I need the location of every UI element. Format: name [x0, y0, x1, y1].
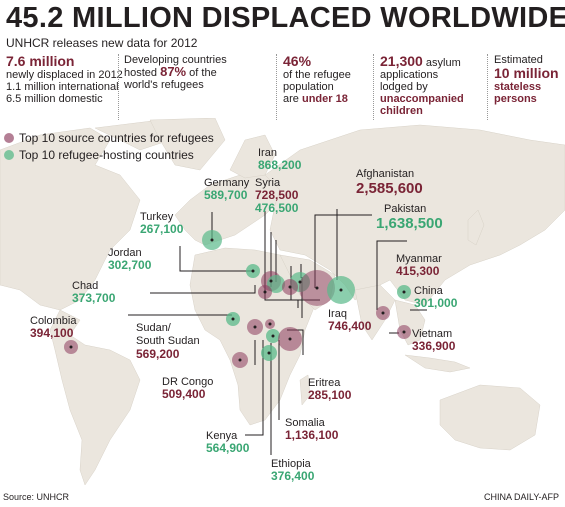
subtitle: UNHCR releases new data for 2012 [6, 36, 198, 50]
fact-line: 21,300 asylum [380, 53, 461, 70]
label-ethiopia: Ethiopia [271, 458, 312, 470]
value-iraq: 746,400 [328, 319, 372, 333]
label-colombia: Colombia [30, 315, 77, 327]
label-syria: Syria [255, 177, 281, 189]
fact-highlight: children [380, 105, 423, 117]
legend: Top 10 source countries for refugees Top… [4, 131, 214, 162]
value-syria-source: 728,500 [255, 188, 299, 202]
divider [276, 54, 277, 120]
label-jordan: Jordan [108, 247, 142, 259]
label-eritrea: Eritrea [308, 377, 341, 389]
value-kenya: 564,900 [206, 441, 250, 455]
value-ethiopia: 376,400 [271, 469, 315, 483]
fact-line: are under 18 [283, 93, 348, 105]
legend-source-swatch [4, 133, 14, 143]
country-labels: Iran 868,200 Afghanistan 2,585,600 Germa… [30, 147, 458, 483]
label-pakistan: Pakistan [384, 203, 426, 215]
fact-line: newly displaced in 2012 [6, 69, 123, 81]
bubble-host-syria [267, 275, 285, 293]
value-afghanistan: 2,585,600 [356, 180, 423, 197]
fact-newly-displaced: 7.6 million newly displaced in 2012 1.1 … [6, 53, 134, 106]
fact-line: world's refugees [124, 79, 204, 91]
label-sudan: Sudan/ [136, 322, 172, 334]
divider [373, 54, 374, 120]
value-sudan: 569,200 [136, 347, 180, 361]
fact-under-18: 46% of the refugee population are under … [283, 53, 373, 106]
label-turkey: Turkey [140, 211, 174, 223]
fact-highlight: unaccompanied [380, 93, 464, 105]
label-myanmar: Myanmar [396, 253, 442, 265]
fact-big-value: 46% [283, 53, 312, 69]
value-germany: 589,700 [204, 188, 248, 202]
value-turkey: 267,100 [140, 222, 184, 236]
fact-highlight: 87% [160, 64, 187, 79]
label-iraq: Iraq [328, 308, 347, 320]
value-jordan: 302,700 [108, 258, 152, 272]
fact-developing-countries: Developing countries hosted 87% of the w… [124, 54, 274, 91]
value-vietnam: 336,900 [412, 339, 456, 353]
credit-note: CHINA DAILY-AFP [483, 492, 559, 502]
legend-source-label: Top 10 source countries for refugees [19, 131, 214, 145]
fact-line: lodged by [380, 81, 428, 93]
fact-big-value: 10 million [494, 65, 559, 81]
fact-line: 6.5 million domestic [6, 93, 103, 105]
fact-line: hosted 87% of the [124, 64, 217, 79]
legend-host-swatch [4, 150, 14, 160]
divider [487, 54, 488, 120]
label-kenya: Kenya [206, 430, 238, 442]
fact-big-value: 7.6 million [6, 53, 75, 69]
fact-line: of the refugee [283, 69, 351, 81]
label-china: China [414, 285, 444, 297]
value-somalia: 1,136,100 [285, 428, 339, 442]
label-chad: Chad [72, 280, 98, 292]
fact-asylum-applications: 21,300 asylum applications lodged by una… [380, 53, 490, 118]
value-eritrea: 285,100 [308, 388, 352, 402]
value-colombia: 394,100 [30, 326, 74, 340]
value-iran: 868,200 [258, 158, 302, 172]
source-note: Source: UNHCR [3, 492, 70, 502]
value-myanmar: 415,300 [396, 264, 440, 278]
page-title: 45.2 MILLION DISPLACED WORLDWIDE [6, 2, 565, 34]
value-drcongo: 509,400 [162, 387, 206, 401]
label-vietnam: Vietnam [412, 328, 452, 340]
bubble-centers [69, 238, 406, 362]
land-masses [0, 118, 565, 486]
label-germany: Germany [204, 177, 250, 189]
label-south-sudan: South Sudan [136, 335, 200, 347]
value-pakistan: 1,638,500 [376, 215, 443, 232]
fact-line: Estimated [494, 54, 543, 66]
fact-highlight: persons [494, 93, 537, 105]
fact-line: population [283, 81, 334, 93]
label-afghanistan: Afghanistan [356, 168, 414, 180]
divider [118, 54, 119, 120]
fact-line: Developing countries [124, 54, 227, 66]
legend-host-label: Top 10 refugee-hosting countries [19, 148, 194, 162]
value-syria-host: 476,500 [255, 201, 299, 215]
world-map: Top 10 source countries for refugees Top… [0, 118, 565, 486]
label-somalia: Somalia [285, 417, 326, 429]
fact-stateless: Estimated 10 million stateless persons [494, 54, 564, 105]
fact-line: 1.1 million international [6, 81, 119, 93]
fact-highlight: stateless [494, 81, 542, 93]
value-chad: 373,700 [72, 291, 116, 305]
value-china: 301,000 [414, 296, 458, 310]
fact-line: applications [380, 69, 439, 81]
label-iran: Iran [258, 147, 277, 159]
label-drcongo: DR Congo [162, 376, 213, 388]
